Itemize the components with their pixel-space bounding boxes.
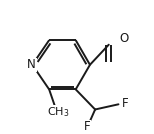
Text: F: F xyxy=(83,120,90,133)
Text: O: O xyxy=(119,32,128,45)
Text: F: F xyxy=(122,96,128,109)
Text: N: N xyxy=(27,58,36,71)
Text: CH$_3$: CH$_3$ xyxy=(47,105,69,119)
